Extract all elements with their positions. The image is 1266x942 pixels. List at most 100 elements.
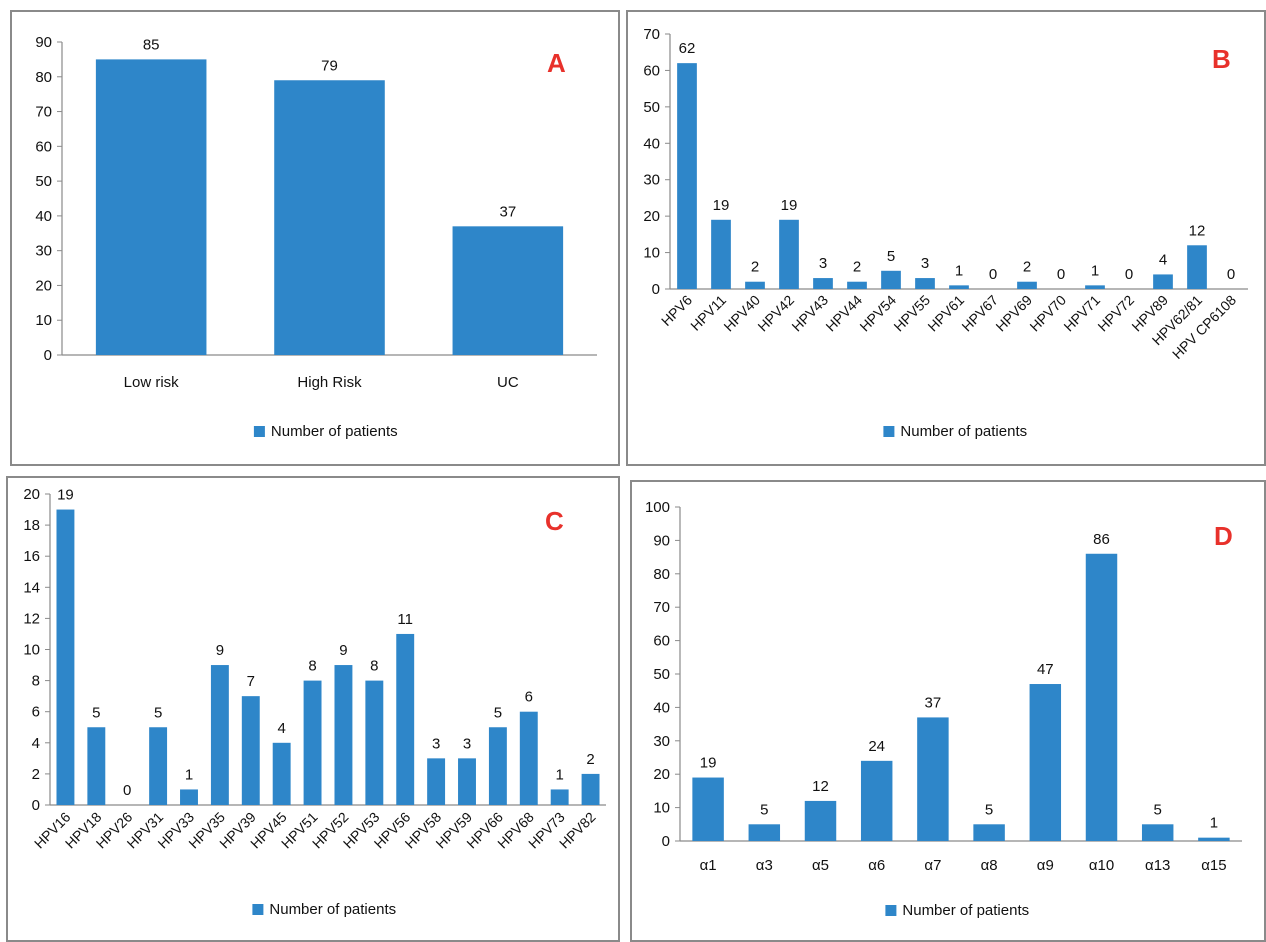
y-tick-label: 40 (653, 699, 670, 716)
y-tick-label: 50 (35, 173, 52, 190)
y-tick-label: 2 (32, 766, 40, 783)
data-label: 5 (760, 801, 768, 818)
bar (241, 696, 260, 805)
data-label: 3 (819, 255, 827, 272)
bar (1085, 285, 1105, 289)
bar (56, 509, 75, 805)
data-label: 2 (1023, 259, 1031, 276)
bar (1085, 553, 1118, 841)
data-label: 5 (887, 248, 895, 265)
data-label: 8 (308, 658, 316, 675)
data-label: 79 (321, 57, 338, 74)
data-label: 1 (955, 262, 963, 279)
bar (396, 633, 415, 805)
y-tick-label: 90 (653, 532, 670, 549)
y-tick-label: 0 (32, 797, 40, 814)
data-label: 37 (925, 694, 942, 711)
bar (458, 758, 476, 805)
data-label: 3 (921, 255, 929, 272)
y-tick-label: 70 (643, 26, 660, 43)
y-tick-label: 40 (643, 135, 660, 152)
data-label: 3 (432, 735, 440, 752)
x-tick-label: α8 (981, 857, 998, 874)
panel-letter: B (1212, 44, 1231, 74)
bar (365, 680, 384, 805)
y-tick-label: 50 (653, 666, 670, 683)
data-label: 24 (868, 738, 885, 755)
data-label: 19 (57, 487, 74, 504)
data-label: 19 (781, 197, 798, 214)
chart-panel-b: 0 10 20 30 40 50 60 70 62 HPV6 19 HPV11 2 HPV40 19 HPV4… (626, 10, 1266, 466)
x-tick-label: HPV72 (1094, 292, 1137, 335)
bar (1141, 824, 1174, 841)
bar (95, 59, 207, 356)
y-tick-label: 10 (23, 642, 40, 659)
chart-b-svg: 01020304050607062HPV619HPV112HPV4019HPV4… (643, 26, 1248, 440)
bar (692, 777, 724, 841)
y-tick-label: 4 (32, 735, 40, 752)
panel-letter: C (545, 506, 564, 536)
panel-letter: D (1214, 521, 1233, 551)
y-tick-label: 0 (652, 281, 660, 298)
bar (334, 665, 353, 805)
bar (87, 727, 106, 805)
y-tick-label: 20 (23, 486, 40, 503)
data-label: 5 (1154, 801, 1162, 818)
bar (274, 80, 385, 355)
bar (519, 711, 538, 805)
bar (1153, 274, 1173, 289)
bar (949, 285, 969, 289)
x-tick-label: HPV55 (890, 292, 933, 335)
data-label: 9 (339, 642, 347, 659)
y-tick-label: 80 (35, 69, 52, 86)
bar (272, 742, 291, 805)
data-label: 5 (494, 704, 502, 721)
y-tick-label: 60 (643, 62, 660, 79)
data-label: 2 (853, 259, 861, 276)
bar (149, 727, 168, 805)
chart-panel-c: 0 2 4 6 8 10 12 14 16 18 20 19 HPV16 5 HPV18 0 HPV26 5 HPV… (6, 476, 620, 942)
x-tick-label: HPV44 (822, 292, 865, 335)
legend-label: Number of patients (269, 901, 396, 918)
data-label: 0 (123, 782, 131, 799)
bar (860, 760, 893, 841)
bar (1187, 245, 1207, 289)
y-tick-label: 8 (32, 673, 40, 690)
x-tick-label: HPV61 (924, 292, 967, 335)
chart-d-svg: 010203040506070809010019α15α312α524α637α… (645, 499, 1242, 919)
bar (677, 63, 697, 290)
data-label: 0 (989, 266, 997, 283)
legend-label: Number of patients (900, 423, 1027, 440)
data-label: 12 (812, 778, 829, 795)
data-label: 19 (700, 755, 717, 772)
data-label: 47 (1037, 661, 1054, 678)
bar (452, 226, 564, 355)
y-tick-label: 70 (653, 599, 670, 616)
x-tick-label: α7 (924, 857, 941, 874)
data-label: 1 (1210, 815, 1218, 832)
data-label: 0 (1057, 266, 1065, 283)
y-tick-label: 12 (23, 610, 40, 627)
x-tick-label: α13 (1145, 857, 1170, 874)
bar (917, 717, 949, 841)
x-tick-label: α9 (1037, 857, 1054, 874)
data-label: 37 (499, 203, 516, 220)
bar (581, 773, 600, 805)
y-tick-label: 70 (35, 104, 52, 121)
y-tick-label: 6 (32, 704, 40, 721)
y-tick-label: 60 (35, 138, 52, 155)
y-tick-label: 10 (35, 312, 52, 329)
y-tick-label: 20 (653, 766, 670, 783)
bar (847, 281, 867, 289)
data-label: 1 (1091, 262, 1099, 279)
y-tick-label: 20 (643, 208, 660, 225)
bar (748, 824, 781, 841)
bar (711, 219, 731, 289)
x-tick-label: HPV40 (720, 292, 763, 335)
bar (1198, 837, 1230, 841)
y-tick-label: 80 (653, 566, 670, 583)
data-label: 1 (555, 766, 563, 783)
bar (779, 219, 799, 289)
y-tick-label: 60 (653, 633, 670, 650)
legend-swatch (253, 426, 265, 437)
